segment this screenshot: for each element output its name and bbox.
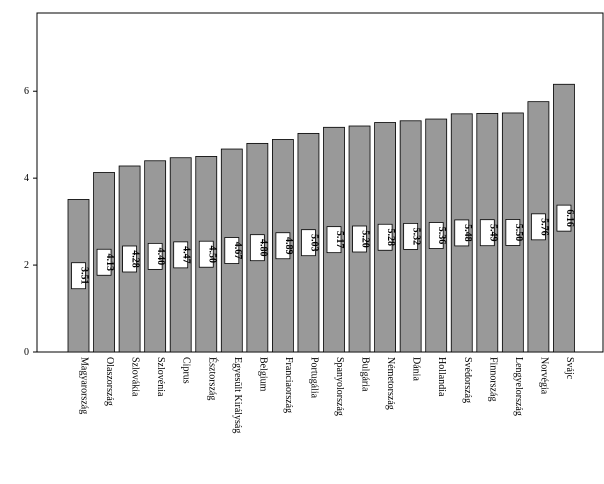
x-tick-label: Lengyelország	[513, 357, 524, 416]
value-label: 4.50	[206, 245, 217, 263]
value-label: 4.28	[130, 250, 141, 268]
value-label-box	[275, 232, 291, 260]
x-tick-label: Magyarország	[79, 357, 90, 414]
value-label: 5.48	[462, 224, 473, 242]
x-tick-label: Szlovénia	[155, 357, 166, 397]
value-label: 5.76	[538, 218, 549, 236]
value-label-box	[428, 222, 444, 249]
value-label: 4.13	[104, 254, 115, 272]
value-label: 5.50	[513, 224, 524, 242]
x-tick-label: Ciprus	[181, 357, 192, 384]
value-label: 5.32	[411, 228, 422, 246]
value-label-box	[479, 219, 495, 247]
y-tick-label: 6	[24, 86, 29, 97]
value-label-box	[71, 262, 86, 290]
x-tick-label: Hollandia	[436, 357, 447, 397]
value-label-box	[198, 240, 214, 268]
value-label-box	[377, 223, 393, 251]
value-label-box	[249, 234, 265, 262]
x-tick-label: Dánia	[411, 357, 422, 381]
value-label-box	[556, 204, 572, 232]
x-tick-label: Norvégia	[538, 357, 549, 395]
value-label-box	[352, 225, 367, 253]
y-tick-label: 4	[24, 173, 29, 184]
value-label: 4.80	[257, 239, 268, 257]
x-tick-label: Portugália	[308, 357, 319, 399]
value-label-box	[403, 222, 419, 250]
value-label: 5.49	[487, 224, 498, 242]
value-label: 5.03	[308, 234, 319, 252]
value-label: 6.16	[564, 209, 575, 227]
y-tick-label: 2	[24, 260, 29, 271]
value-label: 5.36	[436, 227, 447, 245]
value-label: 4.47	[181, 246, 192, 264]
value-label-box	[122, 245, 137, 273]
value-label-box	[147, 242, 163, 270]
value-label-box	[96, 248, 112, 276]
value-label: 5.20	[360, 230, 371, 248]
value-label-box	[505, 219, 521, 246]
value-label-box	[224, 237, 240, 264]
value-label: 5.17	[334, 231, 345, 249]
plot-frame	[36, 12, 604, 353]
x-tick-label: Bulgária	[360, 357, 371, 392]
x-tick-label: Észtország	[206, 357, 218, 400]
value-label-box	[326, 226, 342, 254]
x-tick-label: Svédország	[462, 357, 473, 403]
y-tick-label: 0	[24, 347, 29, 358]
value-label: 3.51	[79, 267, 90, 285]
x-tick-label: Franciaország	[283, 357, 294, 413]
value-label-box	[173, 241, 189, 269]
x-tick-label: Belgium	[257, 357, 268, 392]
value-label-box	[454, 219, 470, 247]
x-tick-label: Svájc	[564, 357, 575, 380]
x-tick-label: Szlovákia	[130, 357, 141, 397]
value-label: 4.89	[283, 237, 294, 255]
value-label-box	[301, 229, 316, 257]
x-tick-label: Németország	[385, 357, 396, 410]
value-label-box	[531, 213, 546, 241]
value-label: 4.67	[232, 242, 243, 260]
x-tick-label: Finnország	[487, 357, 498, 401]
x-tick-label: Olaszország	[104, 357, 115, 406]
value-label: 4.40	[155, 248, 166, 266]
x-tick-label: Egyesült Királyság	[232, 357, 243, 433]
value-label: 5.28	[385, 229, 396, 247]
x-tick-label: Spanyolország	[334, 357, 345, 416]
